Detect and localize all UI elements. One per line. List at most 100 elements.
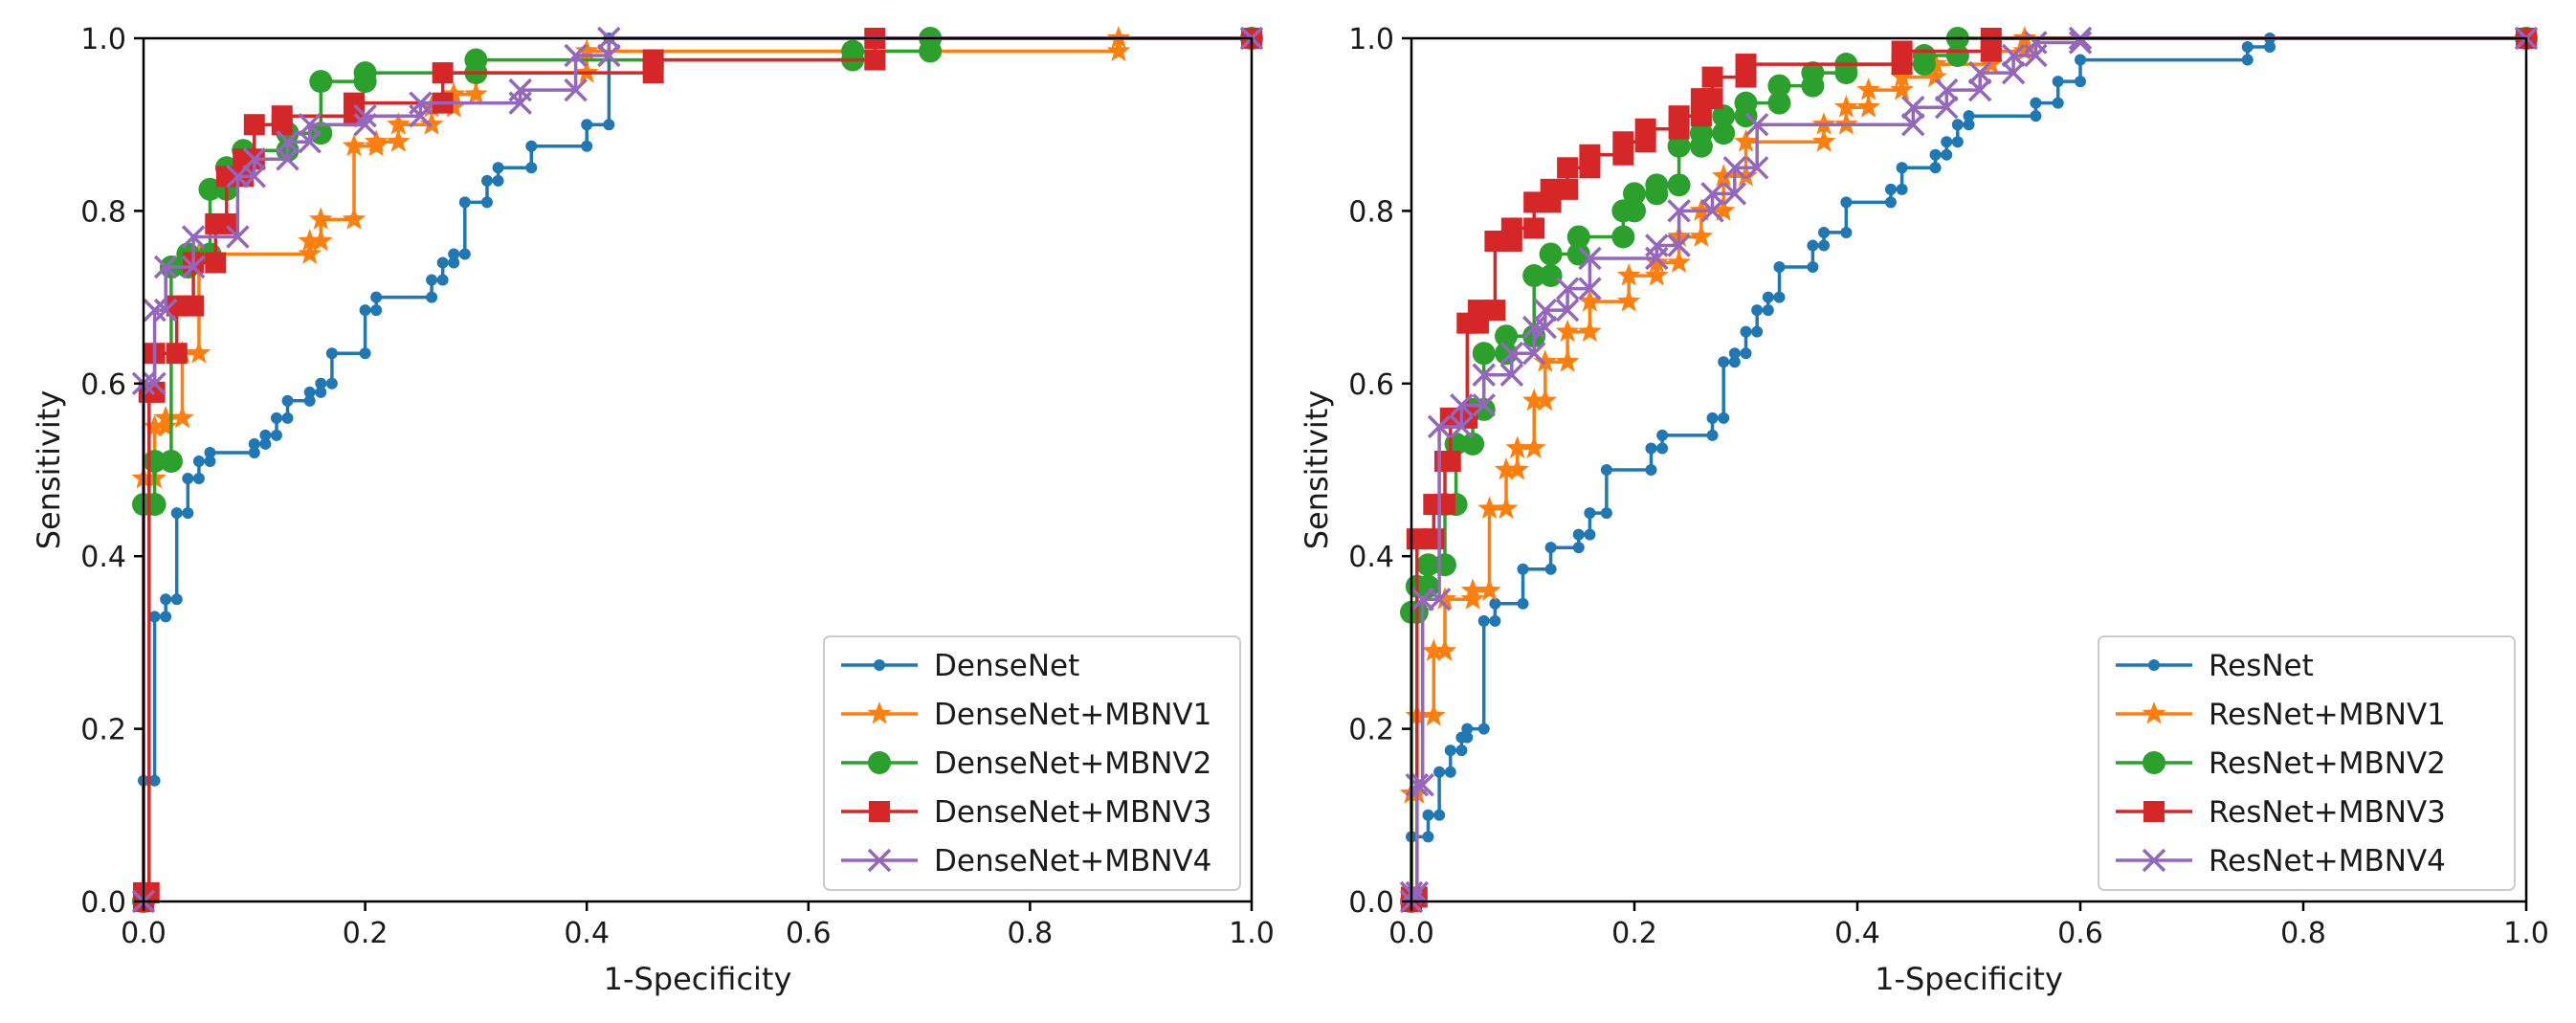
legend-marker [2142, 848, 2166, 873]
data-point [1489, 614, 1501, 627]
data-point [298, 130, 322, 154]
data-point [1523, 217, 1545, 239]
data-point [387, 112, 411, 135]
data-point [1572, 542, 1585, 554]
data-point [1522, 264, 1546, 288]
data-point [1951, 136, 1964, 148]
y-tick-label: 1.0 [1348, 23, 1394, 56]
data-point [1533, 349, 1558, 372]
data-point [1891, 40, 1913, 62]
data-point [1801, 61, 1825, 85]
data-point [187, 341, 211, 364]
data-point [153, 255, 178, 279]
legend-marker [874, 659, 885, 671]
x-axis-label: 1-Specificity [604, 961, 792, 997]
data-point [1834, 95, 1858, 118]
data-point [426, 291, 438, 303]
y-axis-label: Sensitivity [31, 390, 67, 550]
data-point [387, 129, 411, 152]
data-point [1432, 638, 1457, 661]
data-point [1667, 173, 1691, 197]
data-point [153, 405, 178, 429]
data-point [1422, 831, 1434, 843]
data-point [1444, 766, 1456, 778]
data-point [259, 429, 272, 441]
data-point [166, 343, 188, 365]
plot-frame [142, 36, 1254, 903]
data-point [1444, 745, 1456, 757]
data-point [1505, 435, 1529, 458]
data-point [1701, 66, 1723, 88]
data-point [1555, 349, 1580, 372]
data-point [432, 62, 454, 84]
legend-marker [2143, 751, 2165, 774]
data-point [281, 394, 294, 407]
data-point [1439, 450, 1461, 472]
data-point [303, 394, 316, 407]
data-point [1896, 162, 1908, 174]
data-point [1461, 731, 1474, 744]
data-point [298, 112, 322, 137]
data-point [1718, 356, 1730, 368]
data-point [160, 611, 172, 623]
legend-label: DenseNet+MBNV4 [934, 844, 1211, 878]
data-point [226, 225, 250, 249]
data-point [1856, 95, 1880, 118]
y-tick-label: 0.8 [80, 195, 126, 229]
data-point [1645, 173, 1669, 197]
data-point [2030, 97, 2042, 109]
data-point [1645, 442, 1657, 455]
series-densenet-mbnv4 [131, 26, 1264, 914]
legend-box [2098, 635, 2516, 891]
data-point [281, 411, 294, 424]
data-point [448, 248, 460, 260]
data-point [1499, 363, 1524, 388]
data-point [181, 255, 206, 279]
data-point [315, 386, 327, 398]
data-point [1484, 230, 1506, 252]
data-point [1667, 234, 1691, 257]
legend-label: ResNet+MBNV2 [2209, 746, 2446, 781]
data-point [1811, 129, 1836, 152]
data-point [1555, 277, 1580, 300]
legend-marker [867, 848, 892, 873]
data-point [1427, 588, 1452, 612]
data-point [259, 437, 272, 450]
data-point [581, 119, 593, 131]
data-point [1494, 457, 1519, 480]
data-point [441, 95, 466, 118]
data-point [458, 248, 471, 260]
legend-label: ResNet [2209, 649, 2314, 683]
data-point [370, 291, 383, 303]
y-tick-label: 0.4 [80, 541, 126, 574]
data-point [1455, 745, 1468, 757]
x-tick-label: 0.6 [786, 917, 832, 950]
data-point [492, 174, 504, 187]
data-point [597, 43, 621, 68]
legend-entry: ResNet [2116, 649, 2314, 683]
data-point [1405, 880, 1430, 905]
data-point [1728, 347, 1741, 360]
data-point [242, 147, 267, 171]
data-point [419, 112, 444, 135]
legend-entry: DenseNet+MBNV3 [841, 795, 1211, 830]
data-point [564, 43, 588, 68]
data-point [1934, 78, 1959, 102]
data-point [181, 225, 206, 249]
data-point [464, 81, 488, 105]
data-point [1416, 553, 1440, 577]
data-point [1517, 563, 1529, 575]
data-point [270, 429, 282, 441]
x-tick-label: 0.2 [343, 917, 389, 950]
legend-entry: ResNet+MBNV4 [2116, 844, 2446, 878]
data-point [1544, 542, 1557, 554]
legend-marker [2143, 801, 2165, 822]
data-point [1884, 196, 1897, 209]
data-point [183, 295, 205, 317]
data-point [143, 298, 167, 322]
data-point [342, 133, 366, 157]
data-point [1890, 78, 1914, 100]
data-point [308, 229, 333, 252]
data-point [1941, 136, 1953, 148]
data-point [1499, 341, 1524, 366]
